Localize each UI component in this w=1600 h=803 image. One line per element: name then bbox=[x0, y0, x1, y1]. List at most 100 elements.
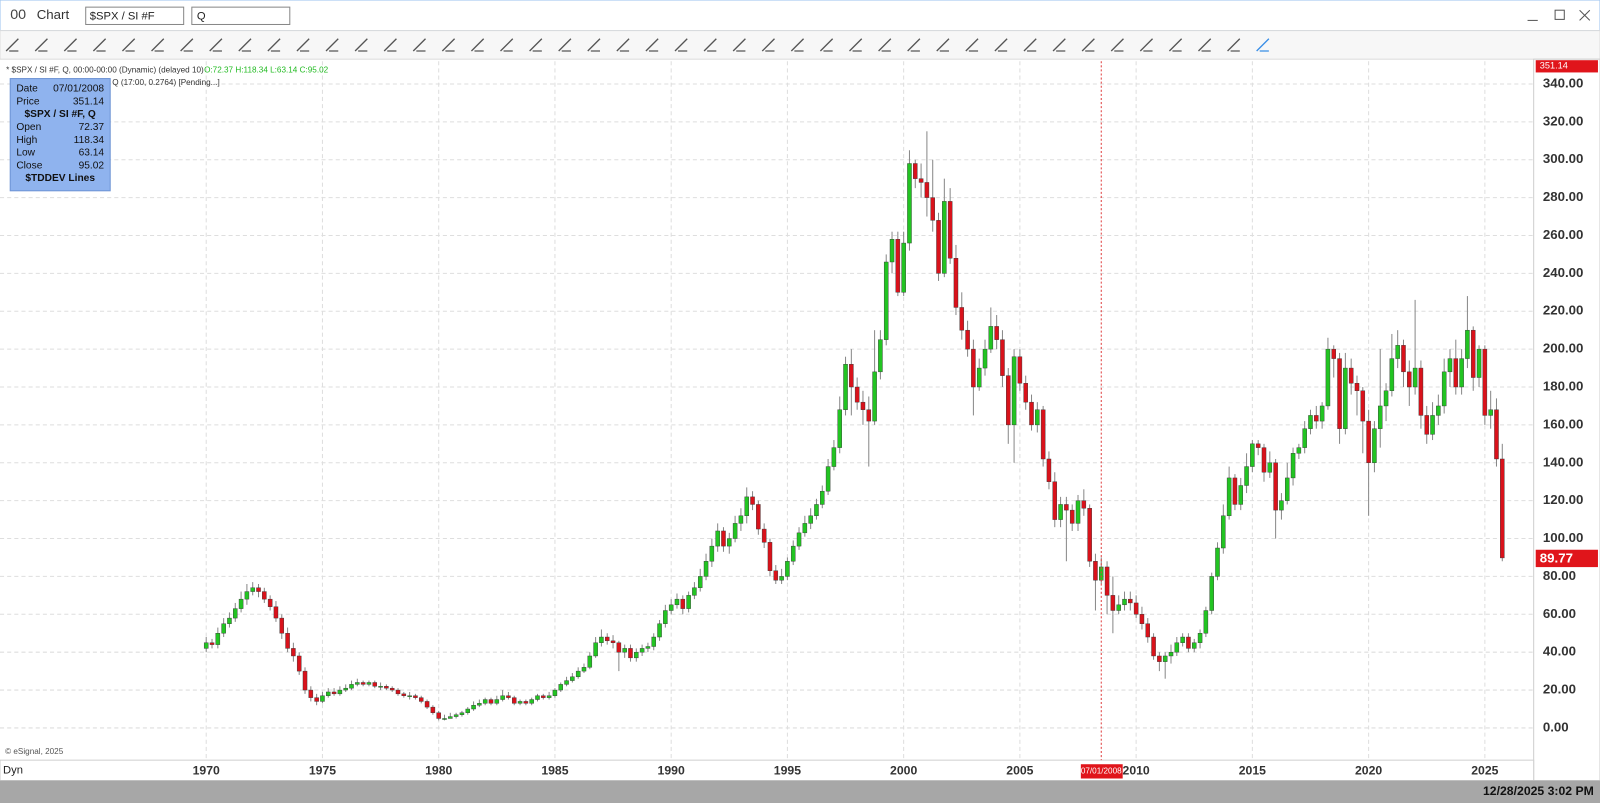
candle-body bbox=[1389, 358, 1395, 391]
tool-icon[interactable] bbox=[325, 38, 339, 52]
candle-body bbox=[570, 676, 575, 681]
candle-body bbox=[1069, 509, 1075, 524]
candle-body bbox=[1168, 651, 1174, 657]
candle-body bbox=[721, 530, 726, 547]
tool-icon[interactable] bbox=[994, 38, 1008, 52]
tool-icon[interactable] bbox=[1256, 38, 1270, 52]
tool-icon[interactable] bbox=[34, 38, 48, 52]
restore[interactable] bbox=[1554, 9, 1565, 20]
candle-body bbox=[1046, 458, 1052, 482]
tool-icon[interactable] bbox=[849, 38, 863, 52]
candle-body bbox=[709, 545, 715, 562]
candle-body bbox=[256, 587, 261, 592]
tool-icon[interactable] bbox=[558, 38, 572, 52]
candle-body bbox=[744, 496, 749, 517]
mode: Dyn bbox=[3, 764, 23, 776]
y-tick-label: 340.00 bbox=[1543, 75, 1584, 90]
candle-body bbox=[947, 201, 953, 259]
tool-icon[interactable] bbox=[383, 38, 397, 52]
candle-body bbox=[1058, 504, 1063, 520]
candle-body bbox=[1337, 358, 1342, 429]
tool-icon[interactable] bbox=[121, 38, 136, 52]
tool-icon[interactable] bbox=[1052, 38, 1066, 52]
candle-body bbox=[337, 689, 343, 695]
tool-icon[interactable] bbox=[92, 38, 107, 52]
tool-icon[interactable] bbox=[819, 38, 834, 52]
candle-body bbox=[1174, 642, 1180, 653]
tool-icon[interactable] bbox=[790, 38, 805, 52]
tool-icon[interactable] bbox=[180, 38, 194, 52]
close[interactable] bbox=[1579, 9, 1591, 21]
tool-icon[interactable] bbox=[529, 38, 543, 52]
candle-body bbox=[1261, 447, 1267, 473]
tool-icon[interactable] bbox=[238, 38, 252, 52]
tool-icon[interactable] bbox=[587, 38, 601, 52]
candle-body bbox=[355, 682, 360, 685]
candle-body bbox=[523, 701, 529, 704]
tool-icon[interactable] bbox=[267, 38, 281, 52]
candle-body bbox=[488, 699, 494, 704]
search-box[interactable] bbox=[191, 6, 291, 25]
candle-body bbox=[517, 701, 523, 704]
candle-body bbox=[459, 712, 465, 715]
tool-icon[interactable] bbox=[965, 38, 979, 52]
tool-icon[interactable] bbox=[470, 38, 485, 52]
tool-icon[interactable] bbox=[412, 38, 426, 52]
candle-body bbox=[314, 697, 319, 702]
y-tick-label: 20.00 bbox=[1543, 682, 1576, 697]
tool-icon[interactable] bbox=[5, 38, 19, 52]
y-tick-label: 60.00 bbox=[1543, 606, 1576, 621]
candle-body bbox=[564, 680, 569, 685]
y-tick-label: 40.00 bbox=[1543, 644, 1576, 659]
candle-body bbox=[1052, 481, 1058, 520]
symbol-box[interactable] bbox=[85, 6, 185, 25]
candle-body bbox=[529, 699, 534, 704]
tool-icon[interactable] bbox=[1139, 38, 1154, 52]
candle-body bbox=[761, 528, 767, 543]
tooltip-study: $TDDEV Lines bbox=[25, 173, 95, 184]
symbol: $SPX / SI #F bbox=[90, 10, 155, 22]
tool-icon[interactable] bbox=[1110, 38, 1124, 52]
tool-icon[interactable] bbox=[63, 38, 77, 52]
tool-icon[interactable] bbox=[500, 38, 514, 52]
candle-body bbox=[1157, 655, 1162, 662]
tool-icon[interactable] bbox=[936, 38, 950, 52]
candle-body bbox=[715, 530, 720, 547]
tool-icon[interactable] bbox=[761, 38, 775, 52]
candle-body bbox=[482, 699, 488, 704]
tool-icon[interactable] bbox=[703, 38, 717, 52]
candle-body bbox=[1011, 356, 1017, 426]
tool-icon[interactable] bbox=[1081, 38, 1095, 52]
candle-body bbox=[1488, 409, 1493, 416]
candle-body bbox=[1209, 576, 1214, 611]
candle-body bbox=[372, 682, 378, 687]
candle-body bbox=[1186, 636, 1191, 649]
x-tick-label: 1985 bbox=[541, 764, 568, 778]
tool-icon[interactable] bbox=[878, 38, 892, 52]
candle-body bbox=[279, 617, 285, 634]
candle-body bbox=[1104, 566, 1110, 596]
candle-body bbox=[1383, 390, 1389, 407]
candle-body bbox=[378, 686, 383, 688]
tool-icon[interactable] bbox=[645, 38, 659, 52]
tool-icon[interactable] bbox=[907, 38, 921, 52]
tool-icon[interactable] bbox=[616, 38, 630, 52]
tool-icon[interactable] bbox=[732, 38, 746, 52]
candle-body bbox=[343, 687, 348, 691]
tool-icon[interactable] bbox=[1227, 38, 1241, 52]
tool-icon[interactable] bbox=[354, 38, 368, 52]
candle-body bbox=[1401, 345, 1406, 373]
tool-icon[interactable] bbox=[1198, 38, 1212, 52]
candle-body bbox=[1465, 329, 1470, 359]
candle-body bbox=[1395, 345, 1400, 359]
tool-icon[interactable] bbox=[1023, 38, 1037, 52]
candle-body bbox=[1290, 453, 1296, 479]
tool-icon[interactable] bbox=[296, 38, 310, 52]
tool-icon[interactable] bbox=[441, 38, 456, 52]
tool-icon[interactable] bbox=[151, 38, 165, 52]
tool-icon[interactable] bbox=[209, 38, 223, 52]
tool-icon[interactable] bbox=[1168, 38, 1183, 52]
candle-body bbox=[1325, 348, 1331, 407]
tool-icon[interactable] bbox=[674, 38, 688, 52]
candle-body bbox=[1122, 598, 1127, 606]
